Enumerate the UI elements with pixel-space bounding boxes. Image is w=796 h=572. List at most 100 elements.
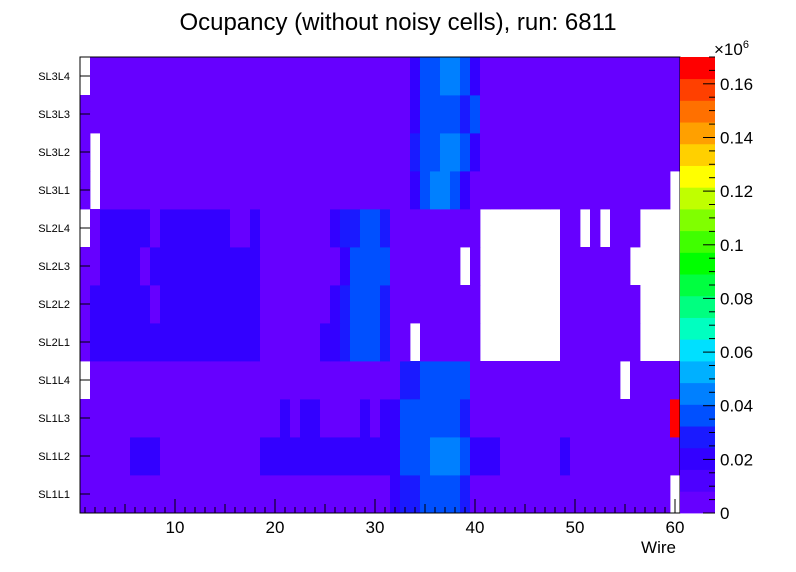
colorbar-tick-label: 0.14 [720,129,753,148]
heatmap-cell [440,361,451,400]
heatmap-cell [410,171,421,210]
heatmap-cell [110,399,121,438]
heatmap-cell [490,133,501,172]
heatmap-cell [310,95,321,134]
heatmap-cell [670,361,681,400]
heatmap-cell [410,437,421,476]
heatmap-cell [460,399,471,438]
heatmap-cell [610,361,621,400]
heatmap-cell [540,475,551,514]
heatmap-cell [560,437,571,476]
heatmap-cell [120,399,131,438]
heatmap-cell [440,133,451,172]
heatmap-cell [460,95,471,134]
heatmap-cell [370,247,381,286]
heatmap-cell [480,133,491,172]
heatmap-cell [280,285,291,324]
heatmap-cell [450,247,461,286]
heatmap-cell [470,57,481,96]
heatmap-cell [350,247,361,286]
heatmap-cell [660,133,671,172]
heatmap-cell [660,57,671,96]
heatmap-cell [280,323,291,362]
heatmap-cell [480,399,491,438]
heatmap-cell [170,247,181,286]
heatmap-cell [570,285,581,324]
colorbar-band [680,447,715,470]
heatmap-cell [350,475,361,514]
heatmap-cell [380,133,391,172]
heatmap-cell [600,323,611,362]
heatmap-cell [610,57,621,96]
heatmap-cell [610,247,621,286]
heatmap-cell [310,285,321,324]
heatmap-cell [170,437,181,476]
heatmap-cell [210,399,221,438]
heatmap-cell [310,361,321,400]
heatmap-cell [530,399,541,438]
colorbar-tick-label: 0.08 [720,289,753,308]
heatmap-cell [490,361,501,400]
heatmap-cell [130,399,141,438]
heatmap-cell [100,171,111,210]
colorbar-exponent-power: 6 [743,39,749,51]
heatmap-cell [300,57,311,96]
heatmap-cell [180,171,191,210]
heatmap-cell [540,57,551,96]
heatmap-cell [280,399,291,438]
heatmap-cell [580,171,591,210]
heatmap-cell [110,57,121,96]
heatmap-cell [130,475,141,514]
heatmap-cell [180,209,191,248]
heatmap-cell [630,323,641,362]
heatmap-cell [250,361,261,400]
heatmap-cell [310,209,321,248]
heatmap-cell [190,475,201,514]
heatmap-cell [430,57,441,96]
heatmap-cell [310,171,321,210]
heatmap-cell [270,285,281,324]
heatmap-cell [640,399,651,438]
heatmap-cell [190,171,201,210]
y-tick-label: SL3L3 [38,109,70,121]
heatmap-cell [460,361,471,400]
heatmap-cell [650,437,661,476]
heatmap-cell [520,399,531,438]
heatmap-cell [150,475,161,514]
heatmap-cell [520,171,531,210]
heatmap-cell [320,133,331,172]
heatmap-cell [430,209,441,248]
heatmap-cell [200,323,211,362]
y-tick-label: SL2L3 [38,261,70,273]
heatmap-cell [430,399,441,438]
heatmap-cell [160,133,171,172]
heatmap-cell [560,247,571,286]
heatmap-cell [280,437,291,476]
heatmap-cell [460,171,471,210]
heatmap-cell [230,95,241,134]
heatmap-cell [280,247,291,286]
heatmap-cell [620,95,631,134]
heatmap-cell [360,247,371,286]
heatmap-cell [470,437,481,476]
heatmap-cell [430,361,441,400]
heatmap-cell [550,475,561,514]
heatmap-cell [420,285,431,324]
heatmap-cell [480,171,491,210]
heatmap-cell [580,133,591,172]
heatmap-cell [270,57,281,96]
heatmap-cell [90,437,101,476]
heatmap-cell [320,475,331,514]
heatmap-cell [440,209,451,248]
heatmap-cell [380,323,391,362]
heatmap-cell [410,285,421,324]
heatmap-cell [210,323,221,362]
y-tick-label: SL1L2 [38,451,70,463]
heatmap-cell [390,57,401,96]
heatmap-cell [280,171,291,210]
heatmap-cell [210,437,221,476]
heatmap-cell [630,361,641,400]
heatmap-cell [100,399,111,438]
heatmap-cell [400,57,411,96]
heatmap-cell [520,133,531,172]
